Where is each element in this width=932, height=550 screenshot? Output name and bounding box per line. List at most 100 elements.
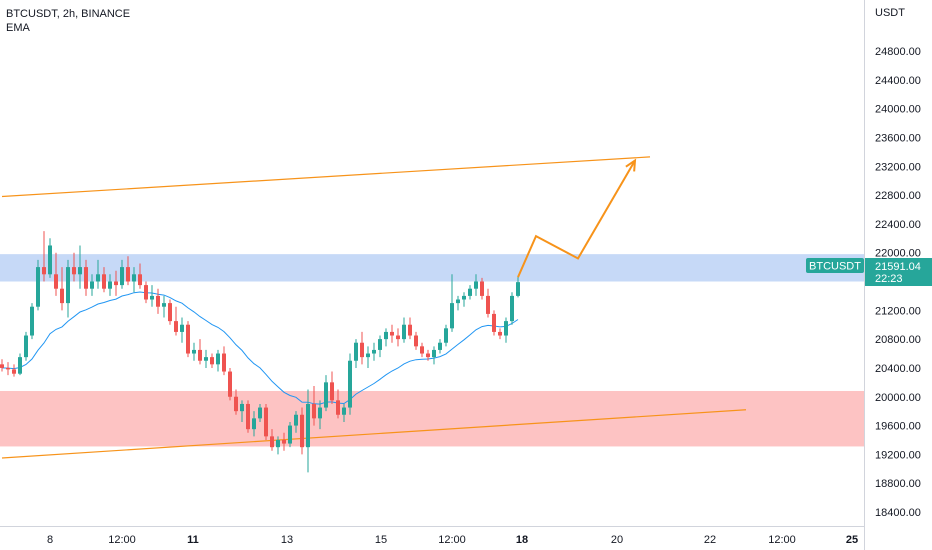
- price-tick-label: 22800.00: [875, 190, 921, 202]
- candle-14: [84, 259, 88, 296]
- candle-9: [54, 252, 58, 296]
- candle-body: [300, 414, 304, 448]
- candle-body: [462, 295, 466, 300]
- candle-body: [144, 285, 148, 300]
- candle-20: [120, 259, 124, 289]
- candle-85: [510, 292, 514, 325]
- price-tick-label: 19200.00: [875, 449, 921, 461]
- candle-body: [264, 407, 268, 437]
- price-tick-label: 19600.00: [875, 421, 921, 433]
- candle-18: [108, 274, 112, 296]
- indicator-label[interactable]: EMA: [6, 22, 30, 34]
- candle-78: [468, 285, 472, 300]
- candle-35: [210, 353, 214, 368]
- candle-body: [162, 303, 166, 307]
- time-tick-label: 11: [187, 534, 199, 546]
- projection-layer: [517, 158, 637, 278]
- candle-37: [222, 346, 226, 376]
- candle-body: [438, 342, 442, 350]
- time-tick-label: 18: [516, 534, 528, 546]
- candle-body: [216, 353, 220, 365]
- candle-57: [342, 403, 346, 422]
- candle-16: [96, 259, 100, 289]
- candle-body: [426, 353, 430, 358]
- candle-25: [150, 285, 154, 307]
- candle-body: [510, 295, 514, 322]
- candle-54: [324, 375, 328, 412]
- candle-body: [72, 267, 76, 275]
- time-tick-label: 13: [281, 534, 293, 546]
- trendlines: [1, 156, 747, 459]
- candle-body: [156, 295, 160, 307]
- candle-body: [258, 407, 262, 419]
- candle-36: [216, 349, 220, 372]
- candle-body: [474, 281, 478, 289]
- price-tick-label: 22000.00: [875, 248, 921, 260]
- candle-27: [162, 295, 166, 318]
- candle-body: [306, 403, 310, 448]
- candle-body: [114, 281, 118, 286]
- candle-40: [240, 400, 244, 422]
- candle-45: [270, 429, 274, 451]
- candle-body: [420, 346, 424, 354]
- candle-body: [126, 267, 130, 282]
- candle-body: [498, 331, 502, 336]
- candle-body: [168, 303, 172, 322]
- candle-body: [366, 353, 370, 358]
- candle-50: [300, 407, 304, 455]
- candle-body: [186, 324, 190, 354]
- price-tick-label: 24000.00: [875, 104, 921, 116]
- candle-body: [408, 324, 412, 336]
- candle-body: [66, 267, 70, 304]
- candle-body: [294, 414, 298, 426]
- candle-1: [6, 362, 10, 376]
- candle-body: [222, 353, 226, 372]
- candle-body: [12, 369, 16, 374]
- candle-70: [420, 342, 424, 358]
- candle-body: [312, 403, 316, 419]
- trendline-1: [1, 156, 651, 198]
- price-axis-currency: USDT: [875, 7, 905, 19]
- candle-39: [234, 389, 238, 415]
- projection-arrowhead: [625, 158, 637, 172]
- candle-body: [384, 331, 388, 340]
- candle-31: [186, 321, 190, 358]
- candle-body: [432, 349, 436, 358]
- candle-body: [276, 439, 280, 448]
- candle-84: [504, 317, 508, 343]
- candle-body: [456, 299, 460, 304]
- candle-65: [390, 324, 394, 343]
- candle-body: [108, 281, 112, 289]
- candle-body: [0, 364, 4, 368]
- candle-body: [288, 425, 292, 444]
- price-tick-label: 24400.00: [875, 75, 921, 87]
- candle-body: [450, 303, 454, 329]
- candle-22: [132, 267, 136, 293]
- candle-80: [480, 277, 484, 300]
- candle-body: [180, 324, 184, 332]
- candle-74: [444, 324, 448, 347]
- candle-body: [174, 321, 178, 332]
- candle-24: [144, 281, 148, 304]
- price-tick-label: 22400.00: [875, 219, 921, 231]
- candle-body: [198, 349, 202, 361]
- price-tick-label: 20400.00: [875, 363, 921, 375]
- candle-10: [60, 267, 64, 311]
- candle-body: [246, 403, 250, 430]
- time-tick-label: 25: [846, 534, 858, 546]
- candle-body: [60, 288, 64, 304]
- candle-66: [396, 328, 400, 347]
- zones: [0, 254, 864, 447]
- candle-12: [72, 252, 76, 282]
- time-tick-label: 15: [375, 534, 387, 546]
- candle-67: [402, 317, 406, 343]
- candle-body: [390, 331, 394, 336]
- candle-61: [366, 346, 370, 368]
- price-tag-symbol-box: [806, 258, 864, 273]
- candle-44: [264, 403, 268, 440]
- candle-body: [30, 306, 34, 336]
- candle-59: [354, 339, 358, 368]
- candle-body: [492, 313, 496, 332]
- time-tick-label: 20: [611, 534, 623, 546]
